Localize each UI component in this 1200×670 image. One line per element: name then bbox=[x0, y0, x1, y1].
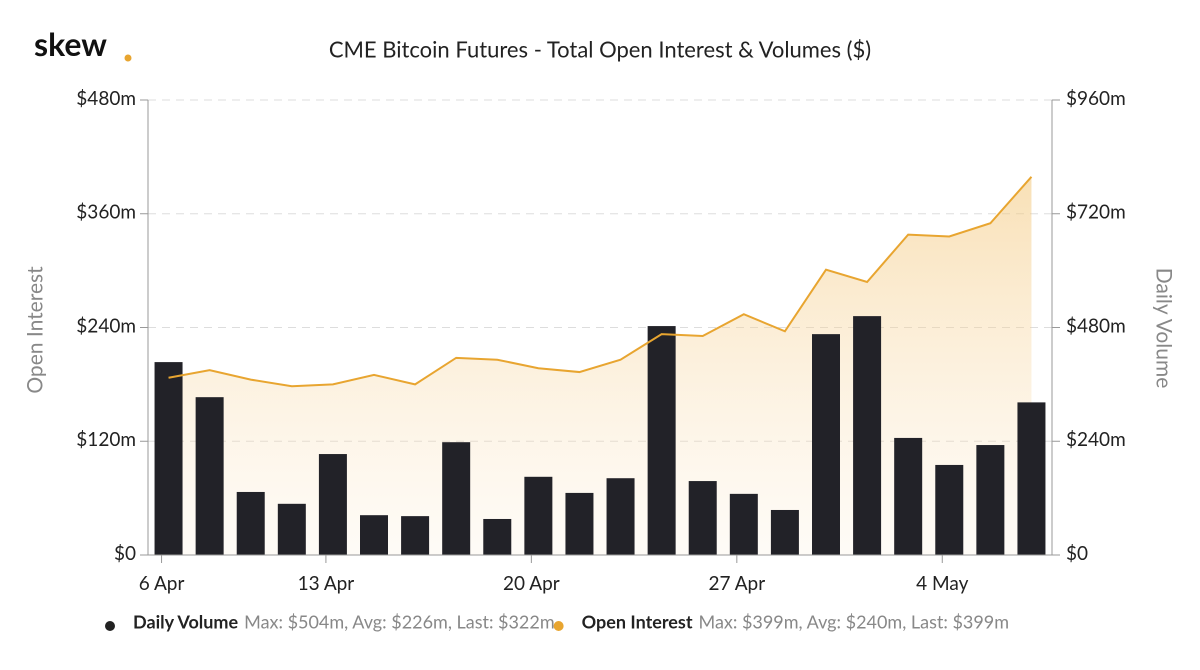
y-tick-label: $480m bbox=[76, 87, 136, 110]
logo: skew bbox=[34, 24, 107, 63]
bar bbox=[195, 397, 224, 555]
y-tick-label: $240m bbox=[76, 314, 136, 337]
y2-tick-label: $0 bbox=[1066, 542, 1088, 565]
y-tick-label: $120m bbox=[76, 428, 136, 451]
legend-label[interactable]: Daily Volume bbox=[133, 611, 238, 633]
bar bbox=[770, 509, 799, 555]
bar bbox=[935, 464, 964, 555]
bar bbox=[236, 491, 265, 555]
y2-tick-label: $240m bbox=[1066, 428, 1126, 451]
bar bbox=[277, 503, 306, 555]
legend-label[interactable]: Open Interest bbox=[582, 611, 693, 633]
bar bbox=[812, 334, 840, 555]
bar bbox=[894, 437, 923, 555]
x-tick-label: 6 Apr bbox=[139, 572, 185, 595]
bar bbox=[729, 493, 758, 555]
bar bbox=[318, 454, 347, 555]
y2-tick-label: $960m bbox=[1066, 87, 1126, 110]
bar bbox=[647, 326, 676, 555]
bar bbox=[565, 492, 594, 555]
y-tick-label: $0 bbox=[114, 542, 136, 565]
y-tick-label: $360m bbox=[76, 201, 136, 224]
chart-title: CME Bitcoin Futures - Total Open Interes… bbox=[329, 36, 871, 63]
bar bbox=[524, 476, 553, 555]
bar bbox=[360, 515, 388, 555]
legend-marker bbox=[553, 621, 564, 631]
x-tick-label: 4 May bbox=[916, 572, 968, 595]
bar bbox=[442, 442, 471, 555]
x-tick-label: 13 Apr bbox=[298, 572, 355, 595]
bar bbox=[1017, 402, 1046, 555]
legend-marker bbox=[105, 621, 115, 631]
bar bbox=[401, 516, 430, 555]
bar bbox=[976, 445, 1005, 555]
bar bbox=[154, 362, 183, 555]
line bbox=[168, 176, 1033, 388]
legend-stats: Max: $399m, Avg: $240m, Last: $399m bbox=[699, 611, 1010, 633]
legend-stats: Max: $504m, Avg: $226m, Last: $322m bbox=[244, 611, 555, 633]
bar bbox=[606, 478, 635, 555]
y2-axis-title: Daily Volume bbox=[1152, 268, 1177, 389]
y2-tick-label: $720m bbox=[1066, 201, 1126, 224]
y-axis-title: Open Interest bbox=[22, 266, 47, 394]
bar bbox=[853, 316, 882, 555]
logo-dot bbox=[124, 54, 132, 62]
bar bbox=[483, 518, 512, 555]
x-tick-label: 20 Apr bbox=[503, 572, 560, 595]
y2-tick-label: $480m bbox=[1066, 314, 1126, 337]
bar bbox=[688, 481, 717, 555]
x-tick-label: 27 Apr bbox=[708, 572, 765, 595]
